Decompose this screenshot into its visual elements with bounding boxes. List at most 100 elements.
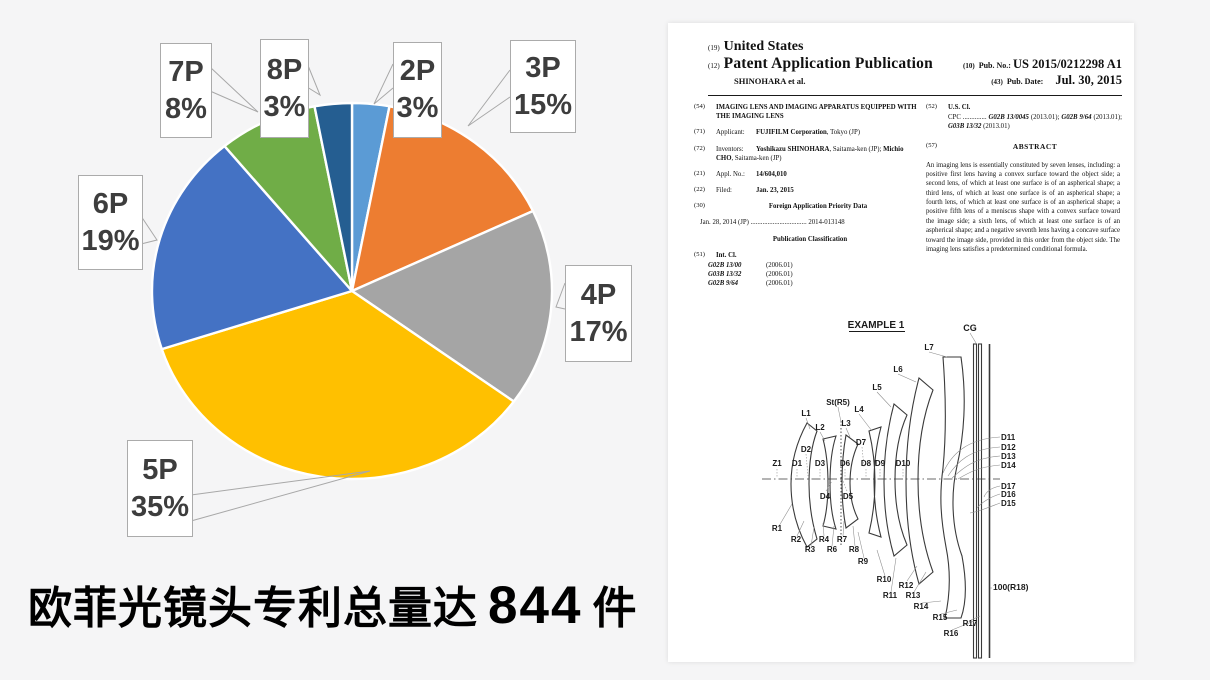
pub-no-label: Pub. No.: bbox=[978, 61, 1011, 70]
diagram-label-L2: L2 bbox=[815, 423, 825, 432]
pie-callout-box-2P: 2P 3% bbox=[393, 42, 442, 138]
diagram-label-D12: D12 bbox=[1001, 443, 1016, 452]
patent-document-page: (19) United States (12) Patent Application… bbox=[668, 23, 1134, 662]
diagram-label-D1: D1 bbox=[792, 459, 803, 468]
diagram-label-R14: R14 bbox=[914, 602, 929, 611]
us-cl-label: U.S. Cl. bbox=[948, 104, 971, 111]
diagram-label-Z1: Z1 bbox=[772, 459, 782, 468]
cpc-ver: (2013.01); bbox=[1028, 114, 1062, 122]
class-version: (2006.01) bbox=[766, 261, 793, 269]
diagram-label-D14: D14 bbox=[1001, 461, 1016, 470]
filed-label: Filed: bbox=[716, 187, 732, 195]
axis-distance-ticks bbox=[776, 446, 904, 492]
ref-10: (10) bbox=[963, 62, 975, 70]
abstract-title: ABSTRACT bbox=[1012, 141, 1058, 151]
abstract-text: An imaging lens is essentially constitut… bbox=[926, 161, 1120, 253]
appl-no-label: Appl. No.: bbox=[716, 170, 745, 178]
diagram-label-D4: D4 bbox=[820, 492, 831, 501]
applicant-rest: , Tokyo (JP) bbox=[826, 129, 860, 137]
ref-43: (43) bbox=[991, 78, 1003, 86]
lens-L3 bbox=[841, 434, 859, 529]
right-column: (52) U.S. Cl. CPC .............. G02B 13… bbox=[926, 103, 1122, 288]
pub-date: Jul. 30, 2015 bbox=[1055, 73, 1122, 87]
lens-elements bbox=[790, 343, 991, 659]
diagram-label-R8: R8 bbox=[849, 545, 860, 554]
cpc-ver: (2013.01); bbox=[1091, 114, 1122, 122]
cpc-line: CPC .............. G02B 13/0045 (2013.01… bbox=[948, 113, 1122, 131]
diagram-label-R4: R4 bbox=[819, 535, 830, 544]
diagram-label-R3: R3 bbox=[805, 545, 816, 554]
field-code: (71) bbox=[694, 128, 705, 136]
int-cl-row: G03B 13/32 (2006.01) bbox=[708, 270, 926, 279]
field-21: (21) Appl. No.: 14/604,010 bbox=[694, 170, 926, 179]
callout-percent: 19% bbox=[81, 224, 140, 257]
field-22: (22) Filed: Jan. 23, 2015 bbox=[694, 186, 926, 195]
diagram-label-R1: R1 bbox=[772, 524, 783, 533]
diagram-label-St-R5-: St(R5) bbox=[826, 398, 850, 407]
caption: 欧菲光镜头专利总量达 844 件 bbox=[28, 572, 637, 636]
field-52: (52) U.S. Cl. bbox=[926, 103, 1122, 112]
pie-callout-lines bbox=[140, 62, 566, 522]
diagram-label-L5: L5 bbox=[872, 383, 882, 392]
pie-callout-box-6P: 6P 19% bbox=[78, 175, 143, 270]
int-cl-row: G02B 13/00 (2006.01) bbox=[708, 261, 926, 270]
field-51: (51) Int. Cl. bbox=[694, 251, 926, 260]
caption-count: 844 bbox=[488, 576, 583, 635]
publication-classification-title: Publication Classification bbox=[772, 235, 848, 243]
diagram-label-CG: CG bbox=[963, 323, 977, 333]
diagram-label-D16: D16 bbox=[1001, 490, 1016, 499]
callout-name: 3P bbox=[525, 51, 561, 84]
class-code: G03B 13/32 bbox=[708, 271, 742, 279]
callout-percent: 3% bbox=[396, 92, 439, 124]
class-code: G02B 13/00 bbox=[708, 261, 742, 269]
diagram-label-D3: D3 bbox=[815, 459, 826, 468]
inventor-2-rest: , Saitama-ken (JP) bbox=[731, 154, 782, 162]
patent-body-columns: (54) IMAGING LENS AND IMAGING APPARATUS … bbox=[694, 103, 1122, 288]
field-code: (22) bbox=[694, 186, 705, 194]
applicant-name: FUJIFILM Corporation bbox=[756, 129, 827, 137]
diagram-label-R11: R11 bbox=[883, 591, 898, 600]
filed-date: Jan. 23, 2015 bbox=[756, 187, 794, 195]
field-code: (21) bbox=[694, 169, 705, 177]
field-71: (71) Applicant: FUJIFILM Corporation, Tok… bbox=[694, 128, 926, 137]
callout-line-3P bbox=[467, 69, 511, 127]
pub-date-label: Pub. Date: bbox=[1006, 77, 1044, 86]
diagram-label-R7: R7 bbox=[837, 535, 848, 544]
lens-L4 bbox=[868, 426, 882, 538]
field-72: (72) Inventors: Yoshikazu SHINOHARA, Sait… bbox=[694, 145, 926, 163]
diagram-leader-lines bbox=[778, 332, 1001, 631]
diagram-label-R15: R15 bbox=[933, 613, 948, 622]
callout-name: 6P bbox=[92, 187, 129, 220]
field-code: (51) bbox=[694, 250, 705, 258]
inventors-label: Inventors: bbox=[716, 145, 744, 153]
diagram-label-R12: R12 bbox=[899, 581, 914, 590]
diagram-label-R17: R17 bbox=[963, 619, 978, 628]
diagram-label-R9: R9 bbox=[858, 557, 869, 566]
diagram-label-D6: D6 bbox=[840, 459, 851, 468]
abstract-header: (57) ABSTRACT bbox=[926, 142, 1122, 152]
diagram-label-D10: D10 bbox=[896, 459, 911, 468]
inventor-1: Yoshikazu SHINOHARA bbox=[756, 145, 830, 153]
pie-callout-box-4P: 4P 17% bbox=[565, 265, 632, 362]
inventor-1-rest: , Saitama-ken (JP); bbox=[829, 145, 884, 153]
cover-glass-front bbox=[972, 343, 978, 659]
lens-L1 bbox=[790, 422, 818, 548]
invention-title: IMAGING LENS AND IMAGING APPARATUS EQUIP… bbox=[716, 104, 917, 121]
callout-line-6P bbox=[140, 215, 158, 245]
country: United States bbox=[723, 39, 804, 54]
pie-slice-6P bbox=[150, 144, 354, 351]
class-version: (2006.01) bbox=[766, 280, 793, 288]
diagram-label-100-R18-: 100(R18) bbox=[993, 582, 1029, 592]
pie-callout-box-3P: 3P 15% bbox=[510, 40, 576, 133]
authors: SHINOHARA et al. bbox=[734, 76, 806, 86]
lens-L7 bbox=[940, 356, 966, 619]
pie-callout-box-5P: 5P 35% bbox=[127, 440, 193, 537]
diagram-label-D2: D2 bbox=[801, 445, 812, 454]
patent-header: (19) United States (12) Patent Application… bbox=[708, 37, 1122, 88]
callout-percent: 35% bbox=[130, 490, 190, 523]
diagram-label-R13: R13 bbox=[906, 591, 921, 600]
diagram-label-L6: L6 bbox=[893, 365, 903, 374]
diagram-label-D15: D15 bbox=[1001, 499, 1016, 508]
